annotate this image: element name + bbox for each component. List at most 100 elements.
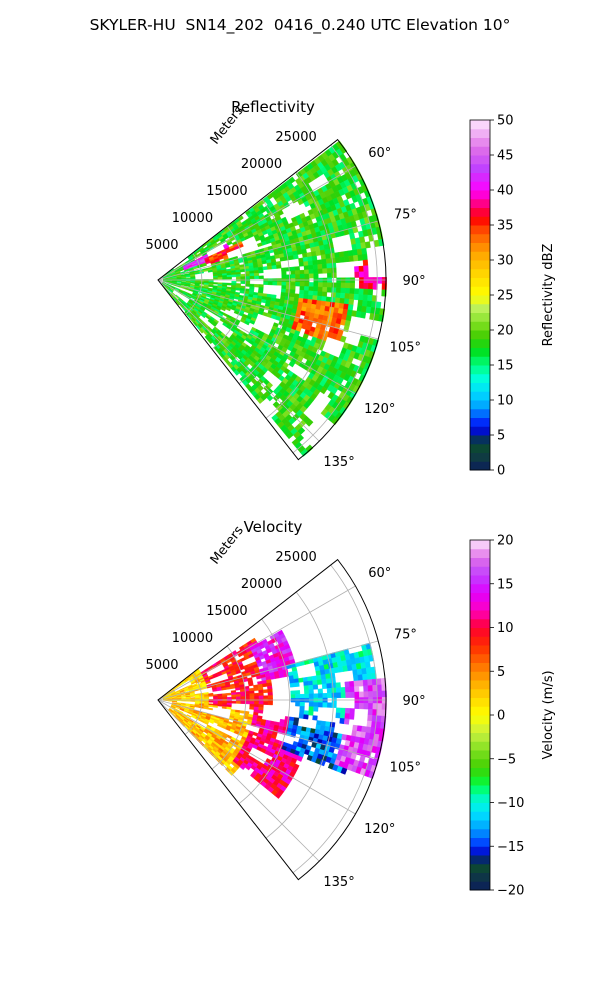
velocity-echo-cell bbox=[307, 676, 313, 682]
reflectivity-radial-tick-label: 15000 bbox=[206, 184, 247, 199]
reflectivity-echo-cell bbox=[366, 300, 373, 308]
reflectivity-radial-tick-label: 5000 bbox=[145, 238, 178, 253]
reflectivity-colorbar-segment bbox=[470, 400, 490, 410]
reflectivity-colorbar-segment bbox=[470, 452, 490, 462]
velocity-range-ring bbox=[211, 645, 247, 770]
velocity-echo-cell bbox=[377, 703, 383, 710]
velocity-azimuth-tick-label: 60° bbox=[368, 566, 391, 581]
reflectivity-colorbar-segment bbox=[470, 155, 490, 165]
velocity-echo-cell bbox=[349, 686, 355, 693]
velocity-echo-cell bbox=[367, 679, 373, 686]
reflectivity-echo-cell bbox=[290, 285, 296, 291]
velocity-echo-cell bbox=[231, 700, 237, 704]
velocity-echo-cell bbox=[267, 688, 273, 693]
reflectivity-colorbar-segment bbox=[470, 443, 490, 453]
velocity-echo-cell bbox=[248, 682, 254, 687]
reflectivity-echo-cell bbox=[331, 282, 337, 288]
velocity-echo-cell bbox=[244, 764, 251, 771]
velocity-echo-cell bbox=[303, 710, 310, 716]
velocity-echo-cell bbox=[376, 715, 382, 723]
velocity-echo-cell bbox=[349, 708, 355, 715]
velocity-echo-cell bbox=[290, 690, 296, 695]
velocity-echo-cell bbox=[368, 691, 374, 698]
reflectivity-echo-cell bbox=[304, 273, 310, 279]
velocity-echo-cell bbox=[217, 704, 223, 707]
reflectivity-echo-cell bbox=[325, 253, 331, 260]
velocity-colorbar-label: Velocity (m/s) bbox=[541, 670, 556, 759]
velocity-echo-cell bbox=[343, 718, 350, 725]
reflectivity-echo-cell bbox=[258, 269, 264, 274]
velocity-azimuth-tick-label: 120° bbox=[364, 822, 395, 837]
velocity-echo-cell bbox=[217, 697, 223, 700]
reflectivity-echo-cell bbox=[285, 267, 291, 272]
velocity-colorbar-segment bbox=[470, 785, 490, 795]
velocity-azimuth-spoke bbox=[157, 699, 379, 760]
velocity-echo-cell bbox=[327, 702, 333, 708]
reflectivity-echo-cell bbox=[353, 254, 359, 262]
reflectivity-radial-tick-label: 10000 bbox=[172, 211, 213, 226]
reflectivity-echo-cell bbox=[299, 273, 305, 279]
velocity-echo-cell bbox=[316, 674, 322, 681]
reflectivity-echo-cell bbox=[285, 431, 294, 440]
reflectivity-echo-cell bbox=[326, 287, 333, 293]
reflectivity-echo-cell bbox=[321, 291, 328, 298]
velocity-echo-cell bbox=[335, 712, 341, 719]
velocity-colorbar-segment bbox=[470, 610, 490, 620]
reflectivity-echo-cell bbox=[299, 289, 305, 295]
reflectivity-echo-cell bbox=[294, 266, 300, 271]
reflectivity-colorbar-tick-label: 30 bbox=[497, 254, 514, 269]
reflectivity-range-ring bbox=[184, 252, 203, 315]
reflectivity-echo-cell bbox=[220, 307, 226, 312]
velocity-echo-cell bbox=[376, 709, 383, 717]
velocity-echo-cell bbox=[299, 693, 305, 699]
reflectivity-colorbar-segment bbox=[470, 198, 490, 208]
velocity-colorbar-segment bbox=[470, 863, 490, 873]
reflectivity-echo-cell bbox=[362, 300, 368, 307]
reflectivity-title: Reflectivity bbox=[231, 98, 315, 116]
reflectivity-echo-cell bbox=[226, 276, 232, 280]
velocity-echo-cell bbox=[330, 682, 337, 689]
velocity-echo-cell bbox=[321, 678, 327, 685]
reflectivity-echo-cell bbox=[294, 270, 301, 275]
reflectivity-echo-cell bbox=[303, 261, 309, 267]
reflectivity-echo-cell bbox=[249, 273, 255, 277]
velocity-colorbar-segment bbox=[470, 767, 490, 777]
velocity-echo-cell bbox=[336, 692, 342, 699]
velocity-echo-cell bbox=[222, 697, 228, 700]
velocity-echo-cell bbox=[313, 706, 319, 712]
velocity-colorbar-segment bbox=[470, 793, 490, 803]
velocity-echo-cell bbox=[308, 706, 314, 712]
velocity-echo-cell bbox=[312, 715, 318, 721]
velocity-echo-cell bbox=[311, 675, 318, 681]
reflectivity-echo-cell bbox=[276, 264, 282, 269]
reflectivity-echo-cell bbox=[274, 254, 281, 259]
velocity-echo-cell bbox=[349, 680, 355, 688]
velocity-echo-cell bbox=[308, 693, 314, 699]
reflectivity-echo-cell bbox=[175, 300, 180, 306]
reflectivity-echo-cell bbox=[330, 297, 336, 303]
velocity-echo-cell bbox=[267, 701, 273, 706]
reflectivity-echo-cell bbox=[335, 287, 342, 294]
velocity-echo-cell bbox=[274, 792, 282, 799]
velocity-echo-cell bbox=[231, 696, 237, 700]
reflectivity-azimuth-tick-label: 105° bbox=[390, 340, 421, 355]
velocity-echo-cell bbox=[290, 694, 296, 699]
velocity-colorbar-segment bbox=[470, 688, 490, 698]
velocity-echo-cell bbox=[317, 693, 324, 699]
velocity-echo-cell bbox=[349, 713, 355, 720]
velocity-echo-cell bbox=[353, 674, 359, 682]
velocity-echo-cell bbox=[296, 755, 303, 762]
velocity-colorbar-tick-label: −5 bbox=[497, 752, 516, 767]
reflectivity-echo-cell bbox=[308, 290, 314, 296]
velocity-echo-cell bbox=[349, 691, 355, 698]
velocity-echo-cell bbox=[176, 700, 182, 702]
reflectivity-echo-cell bbox=[322, 282, 328, 288]
velocity-colorbar-segment bbox=[470, 601, 490, 611]
velocity-echo-cell bbox=[262, 689, 269, 694]
reflectivity-echo-cell bbox=[213, 282, 219, 285]
reflectivity-echo-cell bbox=[321, 296, 327, 302]
reflectivity-echo-cell bbox=[281, 281, 287, 286]
reflectivity-echo-cell bbox=[367, 294, 373, 302]
reflectivity-echo-cell bbox=[358, 288, 364, 295]
reflectivity-colorbar-tick-label: 0 bbox=[497, 464, 505, 479]
